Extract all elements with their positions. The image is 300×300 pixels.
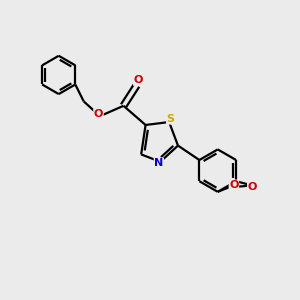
Text: O: O [134, 75, 143, 85]
Text: O: O [229, 180, 239, 190]
Text: S: S [167, 114, 175, 124]
Text: O: O [94, 109, 103, 119]
Text: O: O [248, 182, 257, 191]
Text: N: N [154, 158, 164, 168]
